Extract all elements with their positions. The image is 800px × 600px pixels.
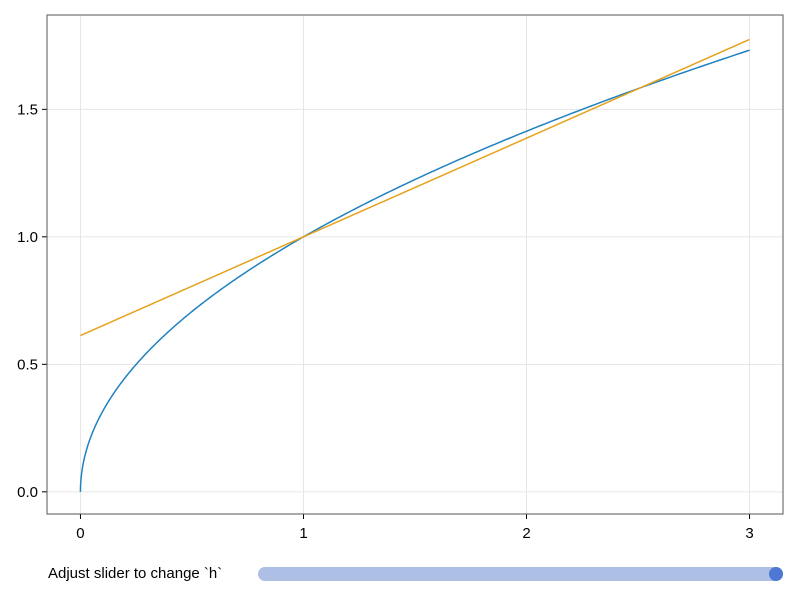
h-slider[interactable] [258,567,783,581]
y-tick-label: 1.5 [17,101,38,118]
x-tick-label: 3 [745,525,753,542]
y-tick-label: 1.0 [17,229,38,246]
y-tick-label: 0.5 [17,356,38,373]
sqrt-curve [79,49,750,492]
x-tick-label: 0 [76,525,84,542]
x-tick-label: 2 [522,525,530,542]
slider-knob[interactable] [769,567,783,581]
x-tick-label: 1 [299,525,307,542]
axes-frame [46,14,784,515]
slider-label: Adjust slider to change `h` [48,565,223,582]
y-tick-label: 0.0 [17,484,38,501]
secant-line [80,38,750,337]
